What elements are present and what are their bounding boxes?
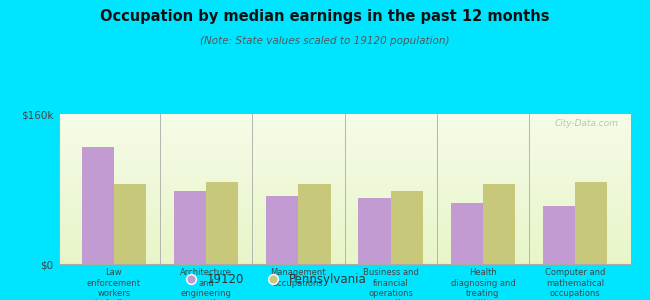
Bar xyxy=(298,184,331,264)
Text: Occupation by median earnings in the past 12 months: Occupation by median earnings in the pas… xyxy=(100,9,550,24)
Bar xyxy=(114,184,146,264)
Bar xyxy=(206,182,239,264)
Bar xyxy=(81,147,114,264)
Bar xyxy=(575,182,608,264)
Bar xyxy=(391,191,423,264)
Legend: 19120, Pennsylvania: 19120, Pennsylvania xyxy=(175,269,371,291)
Bar xyxy=(450,203,483,264)
Text: City-Data.com: City-Data.com xyxy=(555,118,619,127)
Text: (Note: State values scaled to 19120 population): (Note: State values scaled to 19120 popu… xyxy=(200,36,450,46)
Bar xyxy=(266,196,298,264)
Bar xyxy=(483,184,515,264)
Bar xyxy=(358,198,391,264)
Bar xyxy=(543,206,575,264)
Bar xyxy=(174,191,206,264)
